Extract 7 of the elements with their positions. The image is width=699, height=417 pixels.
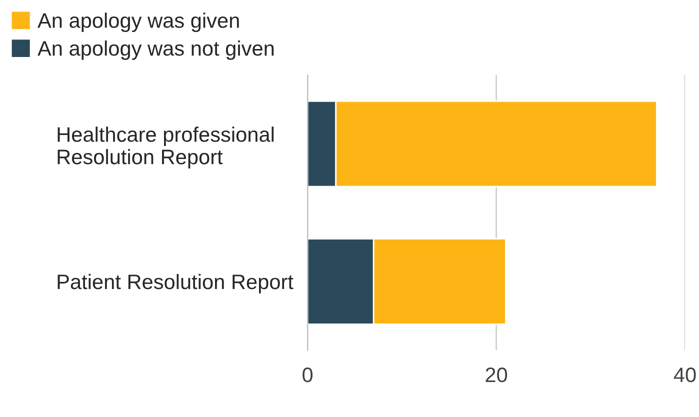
legend-label: An apology was given	[38, 12, 239, 32]
x-tick-label: 20	[486, 367, 508, 382]
x-tick-label: 0	[302, 367, 313, 382]
x-tick-label: 40	[674, 367, 696, 382]
y-tick-label: Healthcare professional Resolution Report	[58, 126, 274, 168]
y-tick-label: Patient Resolution Report	[58, 274, 294, 294]
legend-label: An apology was not given	[38, 40, 274, 60]
